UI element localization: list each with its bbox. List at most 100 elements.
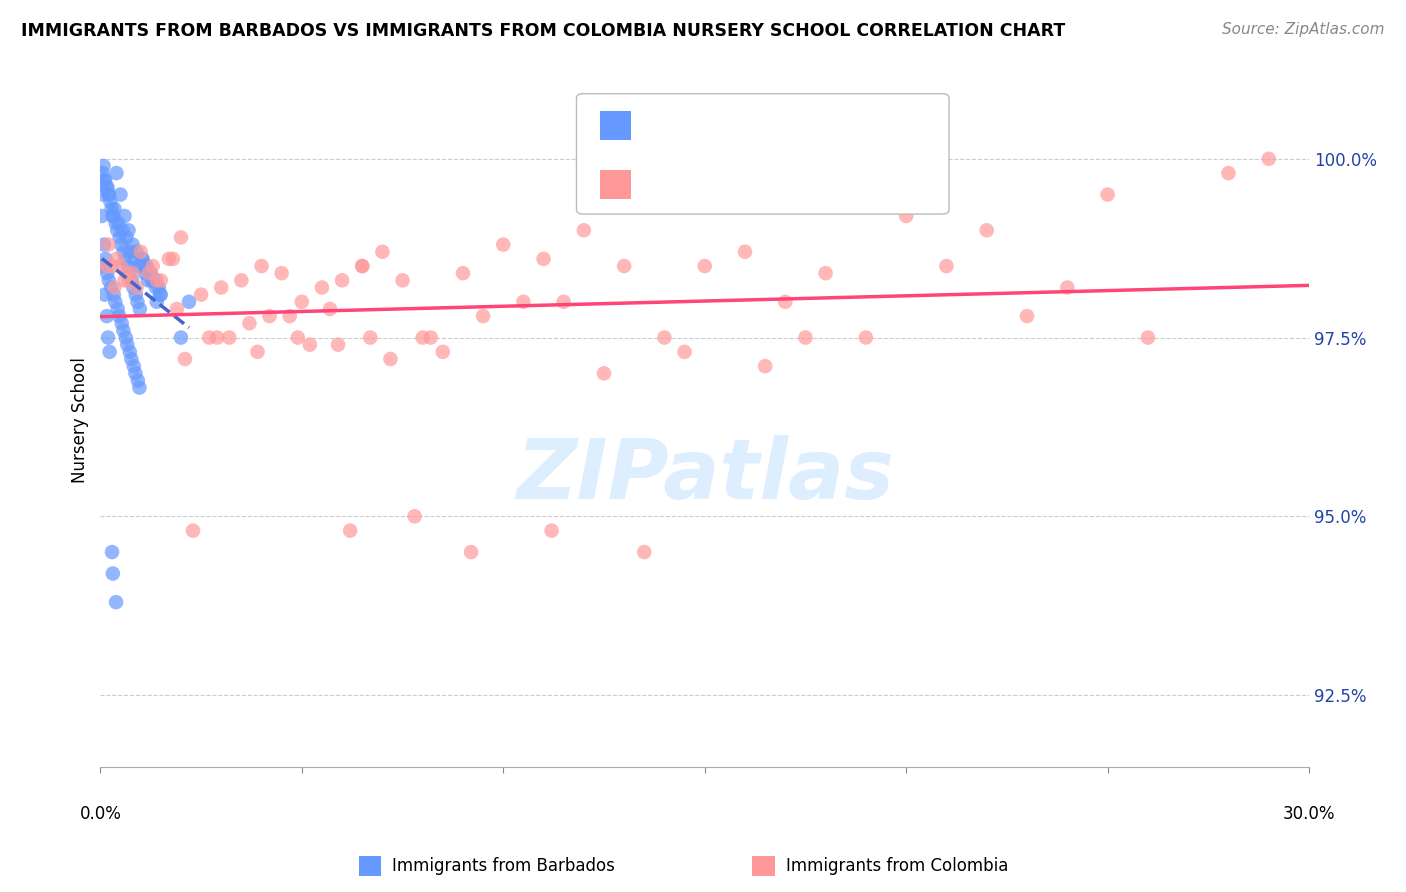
Point: [108, 309, 131, 323]
Point: [101, 259, 124, 273]
Point: [124, 252, 146, 266]
Text: 82: 82: [778, 176, 803, 194]
Point: [105, 595, 128, 609]
Point: [100, 280, 122, 294]
Point: [412, 330, 434, 344]
Point: [278, 309, 301, 323]
Point: [451, 266, 474, 280]
Point: [105, 166, 128, 180]
Point: [110, 187, 132, 202]
Point: [145, 273, 167, 287]
Text: R =: R =: [643, 176, 682, 194]
Point: [93, 159, 115, 173]
Point: [124, 367, 146, 381]
Point: [94, 173, 117, 187]
Point: [259, 309, 281, 323]
Point: [96, 309, 118, 323]
Point: [404, 509, 426, 524]
Point: [135, 259, 157, 273]
Point: [170, 230, 193, 244]
Point: [352, 259, 374, 273]
Point: [145, 294, 167, 309]
Point: [359, 330, 381, 344]
Point: [94, 252, 117, 266]
Point: [149, 273, 172, 287]
Point: [120, 351, 142, 366]
Point: [291, 294, 314, 309]
Point: [177, 294, 200, 309]
Point: [125, 280, 148, 294]
Point: [132, 259, 155, 273]
Text: 0.0%: 0.0%: [79, 805, 121, 823]
Point: [794, 330, 817, 344]
Text: ZIPatlas: ZIPatlas: [516, 434, 894, 516]
Text: IMMIGRANTS FROM BARBADOS VS IMMIGRANTS FROM COLOMBIA NURSERY SCHOOL CORRELATION : IMMIGRANTS FROM BARBADOS VS IMMIGRANTS F…: [21, 22, 1066, 40]
Point: [1218, 166, 1240, 180]
Point: [107, 301, 129, 316]
Point: [117, 337, 139, 351]
Text: Immigrants from Colombia: Immigrants from Colombia: [786, 857, 1008, 875]
Point: [149, 287, 172, 301]
Point: [238, 316, 260, 330]
Point: [633, 545, 655, 559]
Point: [122, 359, 145, 373]
Point: [174, 351, 197, 366]
Point: [1015, 309, 1038, 323]
Point: [96, 180, 118, 194]
Point: [540, 524, 562, 538]
Point: [91, 187, 114, 202]
Point: [654, 330, 676, 344]
Y-axis label: Nursery School: Nursery School: [72, 357, 89, 483]
Point: [117, 273, 139, 287]
Point: [734, 244, 756, 259]
Point: [101, 566, 124, 581]
Point: [115, 266, 138, 280]
Point: [127, 294, 149, 309]
Point: [896, 209, 918, 223]
Point: [149, 287, 172, 301]
Point: [122, 280, 145, 294]
Point: [693, 259, 716, 273]
Point: [205, 330, 228, 344]
Text: N =: N =: [747, 176, 786, 194]
Point: [101, 209, 124, 223]
Point: [93, 237, 115, 252]
Text: 30.0%: 30.0%: [1282, 805, 1336, 823]
Point: [114, 252, 136, 266]
Point: [371, 244, 394, 259]
Point: [218, 330, 240, 344]
Point: [97, 273, 120, 287]
Point: [157, 252, 180, 266]
Point: [128, 301, 150, 316]
Point: [1056, 280, 1078, 294]
Point: [181, 524, 204, 538]
Point: [1136, 330, 1159, 344]
Point: [141, 273, 163, 287]
Point: [352, 259, 374, 273]
Point: [1097, 187, 1119, 202]
Point: [128, 259, 150, 273]
Point: [311, 280, 333, 294]
Point: [104, 294, 127, 309]
Point: [105, 223, 128, 237]
Point: [131, 252, 153, 266]
Point: [114, 209, 136, 223]
Point: [107, 216, 129, 230]
Point: [512, 294, 534, 309]
Point: [613, 259, 636, 273]
Point: [112, 244, 135, 259]
Point: [97, 330, 120, 344]
Point: [129, 244, 152, 259]
Point: [97, 180, 120, 194]
Point: [142, 259, 165, 273]
Point: [96, 259, 118, 273]
Point: [553, 294, 575, 309]
Point: [460, 545, 482, 559]
Point: [148, 280, 170, 294]
Text: 0.152: 0.152: [673, 117, 730, 135]
Text: 0.417: 0.417: [673, 176, 730, 194]
Point: [97, 187, 120, 202]
Point: [121, 273, 143, 287]
Point: [432, 344, 454, 359]
Point: [96, 266, 118, 280]
